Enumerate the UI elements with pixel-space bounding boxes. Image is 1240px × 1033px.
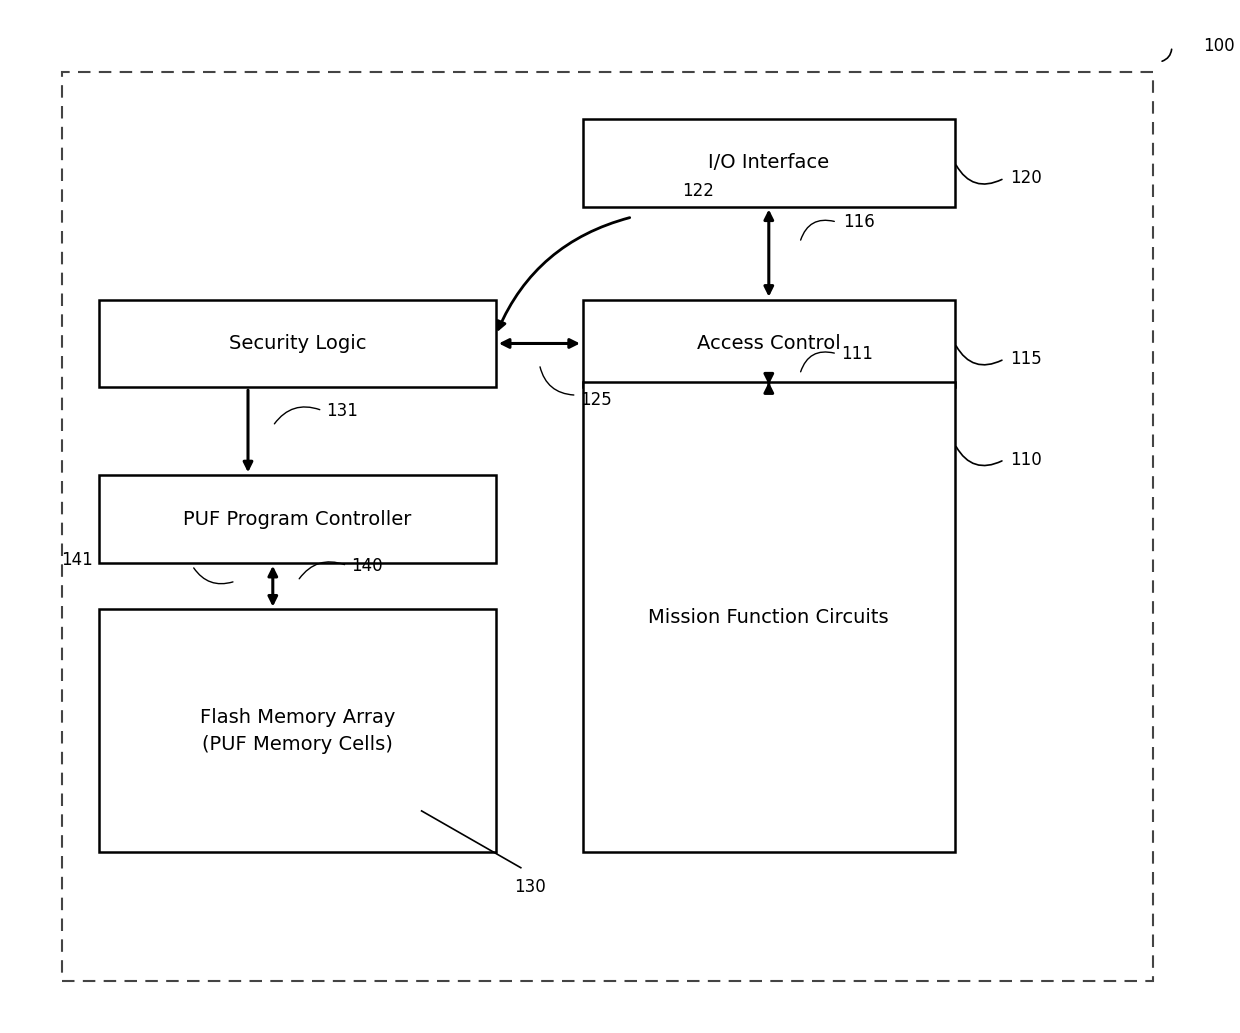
Text: 110: 110 xyxy=(1011,450,1043,469)
Text: 116: 116 xyxy=(843,213,875,231)
Bar xyxy=(99,475,496,563)
Text: Mission Function Circuits: Mission Function Circuits xyxy=(649,607,889,627)
Text: PUF Program Controller: PUF Program Controller xyxy=(184,509,412,529)
Text: 111: 111 xyxy=(841,345,873,363)
Bar xyxy=(583,382,955,852)
Text: Flash Memory Array
(PUF Memory Cells): Flash Memory Array (PUF Memory Cells) xyxy=(200,708,396,754)
Text: 130: 130 xyxy=(515,878,547,896)
Text: 100: 100 xyxy=(1203,37,1235,56)
Bar xyxy=(62,72,1153,981)
Text: 120: 120 xyxy=(1011,169,1043,187)
Text: I/O Interface: I/O Interface xyxy=(708,153,830,173)
Bar xyxy=(99,300,496,387)
Text: 125: 125 xyxy=(580,392,613,409)
Text: 122: 122 xyxy=(682,182,714,200)
Bar xyxy=(583,119,955,207)
Text: 131: 131 xyxy=(326,402,358,419)
Text: Security Logic: Security Logic xyxy=(229,334,366,353)
Text: 141: 141 xyxy=(61,552,93,569)
Text: 115: 115 xyxy=(1011,350,1043,368)
Bar xyxy=(99,609,496,852)
Bar xyxy=(583,300,955,387)
Text: 140: 140 xyxy=(351,557,383,574)
Text: Access Control: Access Control xyxy=(697,334,841,353)
